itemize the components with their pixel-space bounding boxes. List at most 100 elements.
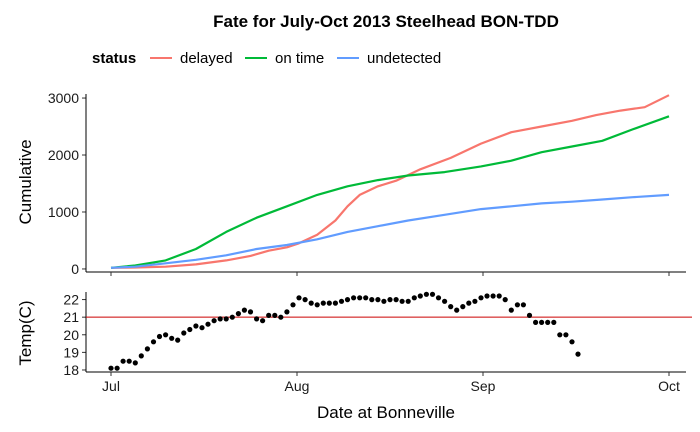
temperature-point [472, 298, 478, 304]
temperature-point [138, 353, 144, 359]
temperature-point [235, 311, 241, 317]
temperature-point [156, 333, 163, 340]
cumulative-y-axis-title: Cumulative [16, 139, 35, 224]
temperature-point [187, 326, 193, 333]
temperature-point [254, 316, 260, 322]
temperature-x-axis: Jul Aug Sep Oct [102, 372, 680, 394]
temperature-point [520, 302, 527, 308]
temperature-point [508, 307, 514, 313]
series-lines [110, 94, 670, 269]
temperature-point [284, 309, 290, 315]
temperature-point [466, 300, 472, 306]
temperature-y-axis-title: Temp(C) [16, 300, 35, 365]
temperature-point [393, 297, 399, 303]
temperature-point [351, 295, 357, 301]
temperature-points [108, 291, 581, 371]
temperature-point [563, 332, 569, 338]
temperature-point [575, 351, 581, 357]
legend-label-undetected: undetected [367, 50, 441, 67]
temperature-point [417, 293, 423, 299]
temperature-point [526, 312, 533, 318]
temperature-point [266, 312, 272, 318]
temperature-point [144, 346, 150, 352]
cumulative-y-axis: 0 1000 2000 3000 [48, 90, 86, 277]
temperature-point [460, 304, 466, 310]
temperature-point [533, 319, 539, 325]
temperature-point [217, 316, 223, 322]
temperature-point [569, 339, 575, 345]
legend-label-on-time: on time [275, 50, 324, 67]
temperature-y-tick-label: 19 [63, 344, 79, 360]
temperature-point [223, 316, 229, 322]
temperature-point [211, 318, 217, 324]
temperature-point [150, 339, 157, 345]
chart-title: Fate for July-Oct 2013 Steelhead BON-TDD [213, 12, 559, 31]
temperature-point [308, 300, 314, 306]
temperature-point [369, 297, 375, 303]
temperature-point [126, 358, 132, 364]
temperature-point [108, 365, 114, 371]
series-line-undetected [110, 193, 670, 269]
temperature-point [551, 319, 557, 325]
temperature-y-tick-label: 20 [63, 327, 79, 343]
temperature-point [496, 293, 502, 299]
x-tick-label: Oct [658, 378, 680, 394]
temperature-point [478, 295, 484, 301]
temperature-point [205, 321, 211, 327]
cumulative-y-tick-label: 1000 [48, 204, 79, 220]
x-tick-label: Aug [285, 378, 310, 394]
temperature-point [290, 302, 296, 308]
temperature-point [296, 295, 302, 301]
temperature-point [484, 293, 490, 299]
temperature-point [411, 295, 417, 301]
temperature-point [539, 319, 545, 325]
temperature-point [278, 314, 284, 320]
temperature-point [454, 307, 460, 313]
temperature-point [241, 307, 247, 313]
temperature-point [357, 295, 363, 301]
temperature-point [502, 297, 508, 303]
temperature-point [229, 314, 235, 320]
temperature-point [375, 297, 381, 303]
cumulative-y-tick-label: 2000 [48, 147, 79, 163]
temperature-point [175, 337, 181, 343]
temperature-y-tick-label: 18 [63, 362, 79, 378]
temperature-point [163, 332, 169, 338]
temperature-point [193, 323, 199, 329]
x-tick-label: Sep [471, 378, 496, 394]
temperature-point [132, 360, 138, 366]
cumulative-panel: Cumulative 0 1000 2000 3000 [16, 90, 686, 277]
legend: status delayed on time undetected [92, 50, 441, 67]
temperature-point [363, 295, 369, 301]
temperature-point [435, 295, 442, 301]
legend-items: delayed on time undetected [150, 50, 441, 67]
series-line-on-time [110, 115, 670, 269]
temperature-point [557, 332, 563, 338]
temperature-point [120, 358, 126, 364]
temperature-point [405, 298, 411, 304]
temperature-y-tick-label: 22 [63, 292, 79, 308]
temperature-point [326, 300, 332, 306]
cumulative-y-tick-label: 0 [71, 261, 79, 277]
temperature-point [399, 298, 405, 304]
temperature-point [302, 297, 308, 303]
legend-title: status [92, 50, 136, 67]
temperature-point [429, 291, 436, 297]
temperature-point [181, 330, 187, 336]
temperature-point [423, 291, 429, 297]
temperature-point [344, 297, 351, 303]
temperature-point [387, 297, 393, 303]
temperature-point [332, 300, 338, 306]
temperature-y-tick-label: 21 [63, 309, 79, 325]
temperature-point [448, 304, 454, 310]
temperature-point [514, 302, 521, 308]
temperature-point [320, 300, 326, 306]
x-axis-title: Date at Bonneville [317, 403, 455, 422]
temperature-point [338, 298, 345, 304]
x-tick-label: Jul [102, 378, 120, 394]
temperature-point [314, 302, 320, 308]
temperature-point [545, 319, 551, 325]
